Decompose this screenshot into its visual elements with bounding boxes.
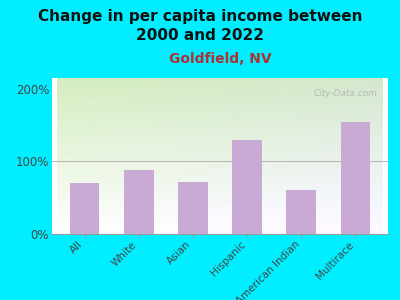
Bar — [286, 190, 316, 234]
Bar — [178, 182, 208, 234]
Text: Change in per capita income between
2000 and 2022: Change in per capita income between 2000… — [38, 9, 362, 43]
Bar — [232, 140, 262, 234]
Text: Goldfield, NV: Goldfield, NV — [169, 52, 271, 65]
Bar — [70, 183, 100, 234]
Bar — [124, 170, 154, 234]
Bar — [340, 122, 370, 234]
Text: City-Data.com: City-Data.com — [314, 89, 378, 98]
